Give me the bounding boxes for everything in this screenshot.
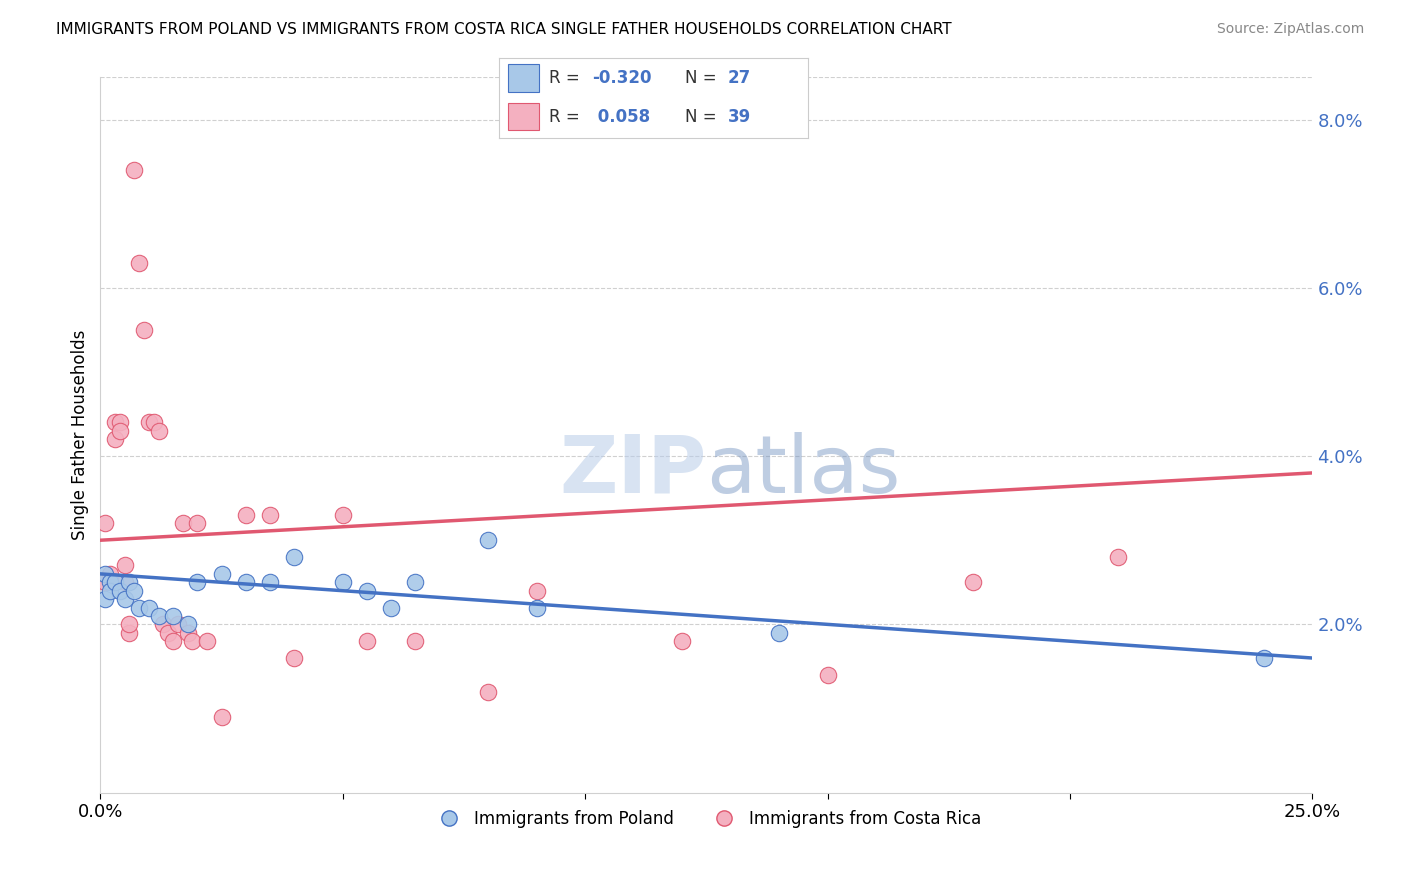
Point	[148, 424, 170, 438]
Point	[167, 617, 190, 632]
Point	[114, 575, 136, 590]
Text: Source: ZipAtlas.com: Source: ZipAtlas.com	[1216, 22, 1364, 37]
Point	[332, 508, 354, 522]
Point	[124, 163, 146, 178]
Point	[356, 583, 378, 598]
Point	[283, 550, 305, 565]
Text: -0.320: -0.320	[592, 69, 651, 87]
Point	[477, 684, 499, 698]
Point	[94, 592, 117, 607]
Point	[380, 600, 402, 615]
Point	[138, 416, 160, 430]
Point	[118, 625, 141, 640]
Text: 39: 39	[728, 108, 751, 126]
Point	[128, 255, 150, 269]
Point	[148, 609, 170, 624]
Point	[195, 634, 218, 648]
Legend: Immigrants from Poland, Immigrants from Costa Rica: Immigrants from Poland, Immigrants from …	[425, 803, 987, 834]
Y-axis label: Single Father Households: Single Father Households	[72, 330, 89, 541]
Point	[259, 575, 281, 590]
Text: ZIP: ZIP	[560, 432, 706, 510]
Point	[94, 566, 117, 581]
Text: R =: R =	[548, 108, 585, 126]
Text: 27: 27	[728, 69, 751, 87]
Point	[132, 323, 155, 337]
Point	[211, 566, 233, 581]
Point	[259, 508, 281, 522]
Bar	[509, 64, 540, 92]
Point	[138, 600, 160, 615]
Point	[186, 516, 208, 531]
Point	[152, 617, 174, 632]
Point	[98, 575, 121, 590]
Point	[104, 575, 127, 590]
Point	[157, 625, 180, 640]
Point	[235, 508, 257, 522]
Point	[128, 600, 150, 615]
Text: 0.058: 0.058	[592, 108, 650, 126]
Point	[671, 634, 693, 648]
Point	[98, 566, 121, 581]
Text: IMMIGRANTS FROM POLAND VS IMMIGRANTS FROM COSTA RICA SINGLE FATHER HOUSEHOLDS CO: IMMIGRANTS FROM POLAND VS IMMIGRANTS FRO…	[56, 22, 952, 37]
Point	[962, 575, 984, 590]
Point	[477, 533, 499, 548]
Point	[356, 634, 378, 648]
Point	[176, 625, 198, 640]
Point	[332, 575, 354, 590]
Point	[108, 583, 131, 598]
Point	[162, 609, 184, 624]
Point	[181, 634, 204, 648]
Point	[118, 575, 141, 590]
Point	[114, 558, 136, 573]
Point	[768, 625, 790, 640]
Point	[1253, 651, 1275, 665]
Point	[104, 416, 127, 430]
Point	[108, 416, 131, 430]
Point	[142, 416, 165, 430]
Point	[162, 634, 184, 648]
Point	[108, 424, 131, 438]
Text: N =: N =	[685, 108, 721, 126]
Point	[118, 617, 141, 632]
Text: R =: R =	[548, 69, 585, 87]
Point	[124, 583, 146, 598]
Point	[176, 617, 198, 632]
Text: N =: N =	[685, 69, 721, 87]
Point	[526, 600, 548, 615]
Point	[211, 710, 233, 724]
Point	[526, 583, 548, 598]
Point	[114, 592, 136, 607]
Point	[94, 575, 117, 590]
Point	[104, 432, 127, 446]
Point	[98, 583, 121, 598]
Bar	[509, 103, 540, 130]
Point	[1107, 550, 1129, 565]
Point	[94, 516, 117, 531]
Point	[405, 634, 427, 648]
Point	[817, 668, 839, 682]
Point	[405, 575, 427, 590]
Point	[172, 516, 194, 531]
Point	[186, 575, 208, 590]
Text: atlas: atlas	[706, 432, 901, 510]
Point	[235, 575, 257, 590]
Point	[283, 651, 305, 665]
